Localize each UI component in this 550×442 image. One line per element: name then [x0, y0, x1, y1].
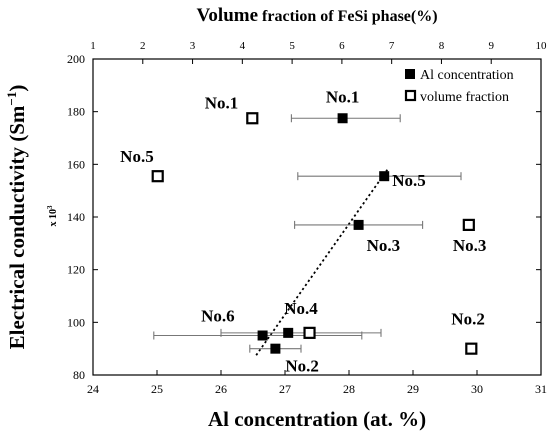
x-tick-label: 25 — [151, 382, 163, 396]
y-axis-title-sup: −1 — [4, 92, 19, 106]
y-tick-label: 140 — [67, 210, 85, 224]
point-label-al: No.1 — [326, 87, 360, 106]
point-label-vf: No.3 — [453, 236, 487, 255]
x2-tick-label: 4 — [240, 40, 246, 52]
y-tick-label: 180 — [67, 105, 85, 119]
x-tick-label: 26 — [215, 382, 227, 396]
point-al-concentration — [353, 219, 364, 230]
point-label-al: No.4 — [284, 299, 318, 318]
point-label-vf: No.5 — [120, 147, 154, 166]
legend: Al concentration volume fraction — [404, 68, 514, 105]
point-label-vf: No.1 — [205, 93, 239, 112]
point-al-concentration — [270, 343, 281, 354]
y-tick-label: 100 — [67, 315, 85, 329]
point-volume-fraction — [465, 342, 478, 355]
x2-tick-label: 3 — [190, 40, 196, 52]
point-volume-fraction — [462, 218, 475, 231]
y-axis-title-close: ) — [5, 85, 29, 92]
y-multiplier-exp: 3 — [46, 205, 54, 209]
y-tick-label: 200 — [67, 52, 85, 66]
point-label-al: No.2 — [285, 357, 319, 376]
y-multiplier: x 103 — [46, 205, 59, 227]
point-volume-fraction — [303, 326, 316, 339]
trend-line — [255, 169, 389, 356]
x-tick-label: 27 — [279, 382, 291, 396]
point-label-vf: No.2 — [451, 310, 485, 329]
x2-tick-label: 5 — [289, 40, 295, 52]
point-al-concentration — [379, 171, 390, 182]
x-tick-label: 28 — [343, 382, 355, 396]
point-al-concentration — [257, 330, 268, 341]
x-tick-label: 24 — [87, 382, 99, 396]
point-label-al: No.5 — [392, 171, 426, 190]
top-axis-title: Volume fraction of FeSi phase(%) — [196, 5, 437, 26]
point-al-concentration — [283, 327, 294, 338]
x-axis-title: Al concentration (at. %) — [208, 407, 426, 431]
legend-label-volume-fraction: volume fraction — [420, 90, 509, 105]
x-tick-label: 30 — [471, 382, 483, 396]
top-axis-title-main: Volume — [196, 5, 258, 26]
x-tick-label: 31 — [535, 382, 547, 396]
top-axis-title-rest: fraction of FeSi phase(%) — [258, 8, 438, 25]
x-tick-label: 29 — [407, 382, 419, 396]
point-label-al: No.6 — [201, 307, 235, 326]
y-multiplier-base: x 10 — [48, 209, 59, 227]
x2-tick-label: 6 — [339, 40, 345, 52]
point-volume-fraction — [151, 170, 164, 183]
x2-tick-label: 1 — [90, 40, 96, 52]
point-label-al: No.3 — [367, 236, 401, 255]
x2-tick-label: 7 — [389, 40, 395, 52]
x2-tick-label: 9 — [488, 40, 494, 52]
x2-tick-label: 10 — [536, 40, 548, 52]
legend-label-al-concentration: Al concentration — [420, 68, 514, 83]
y-tick-label: 160 — [67, 157, 85, 171]
legend-marker-volume-fraction — [404, 89, 417, 102]
legend-marker-al-concentration — [405, 69, 415, 79]
point-volume-fraction — [246, 112, 259, 125]
x2-tick-label: 8 — [439, 40, 445, 52]
x2-tick-label: 2 — [140, 40, 146, 52]
y-tick-label: 80 — [73, 368, 85, 382]
y-axis-title: Electrical conductivity (Sm−1) — [4, 85, 29, 350]
point-al-concentration — [337, 113, 348, 124]
y-tick-label: 120 — [67, 263, 85, 277]
y-axis-title-main: Electrical conductivity (Sm — [5, 105, 29, 349]
